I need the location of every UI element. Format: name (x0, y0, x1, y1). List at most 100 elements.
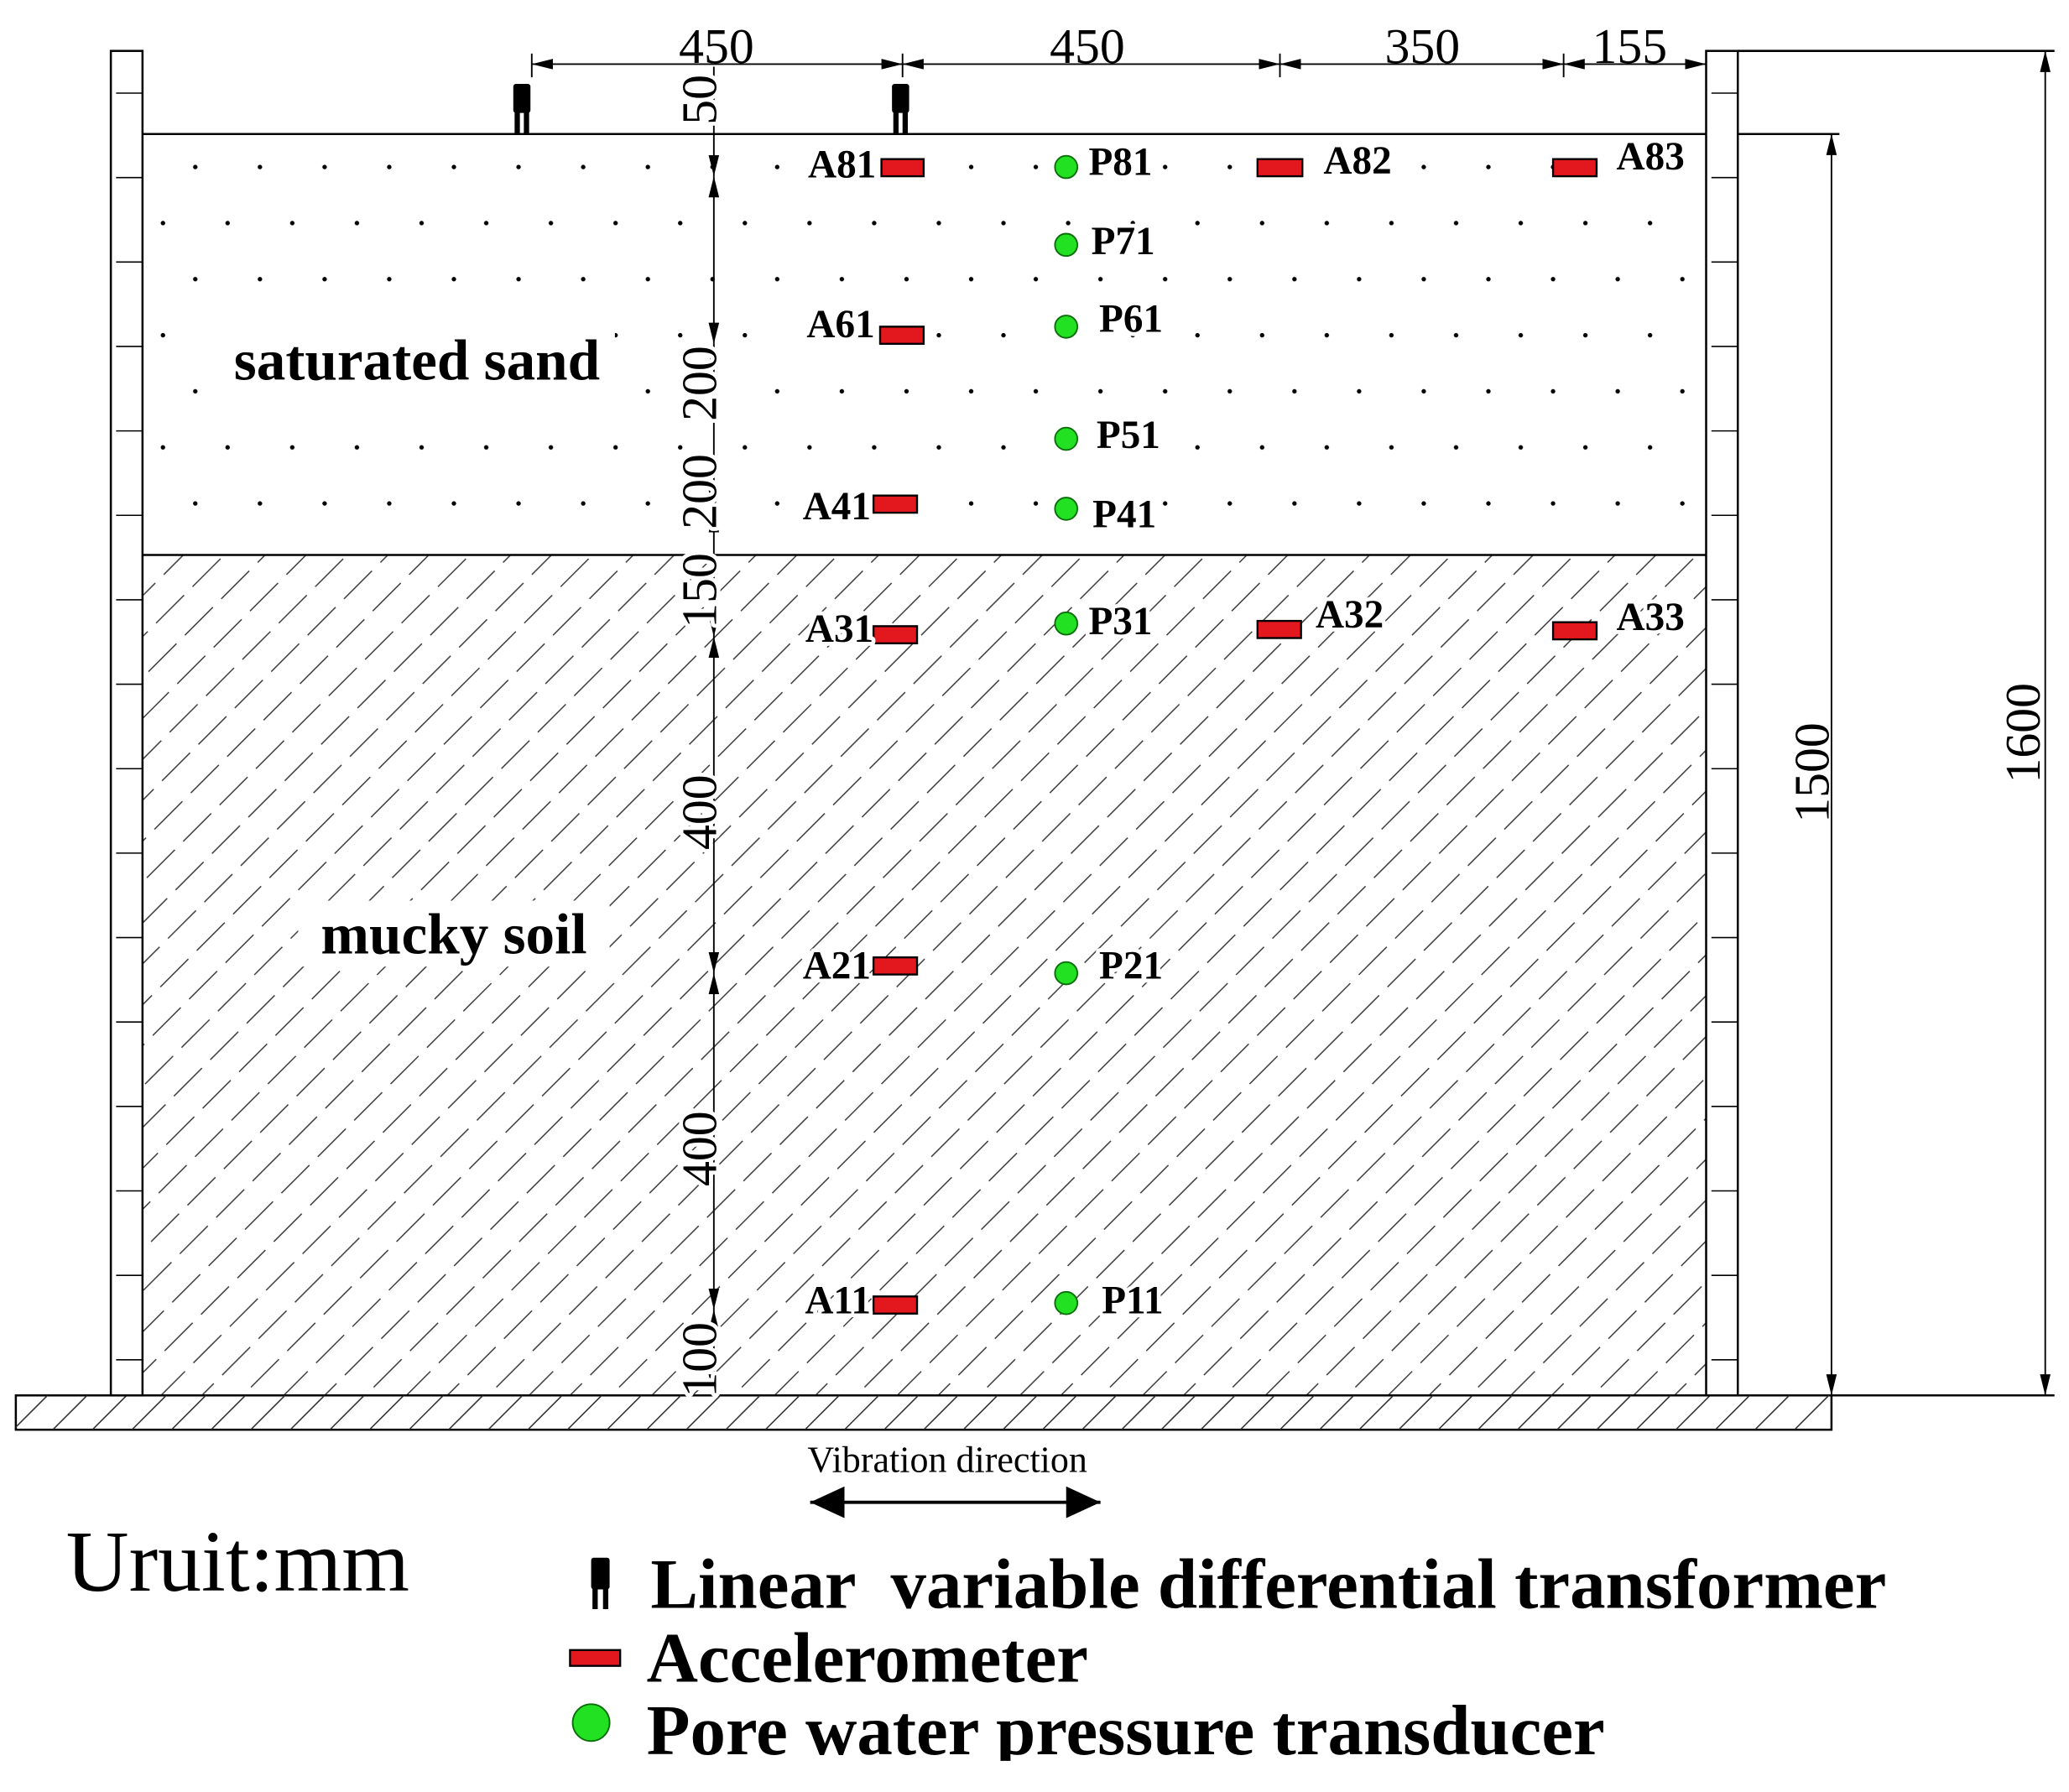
hatch-line (142, 555, 143, 556)
hatch-line (1596, 1395, 1632, 1430)
dim-1600-label: 1600 (1995, 683, 2051, 783)
accelerometer-label: A11 (805, 1279, 871, 1323)
hatch-line (446, 555, 1290, 1396)
hatch-line (528, 555, 1371, 1396)
hatch-line (1428, 1117, 1707, 1396)
lvdt-leg (592, 1587, 598, 1610)
lvdt-leg (514, 112, 520, 134)
hatch-line (1834, 1395, 1868, 1430)
hatch-line (1002, 1395, 1038, 1430)
left-wall (109, 49, 144, 1397)
sand-label-background (221, 327, 615, 394)
dim-label-top: 450 (1050, 18, 1125, 74)
hatch-line (1517, 1395, 1553, 1430)
hatch-line (1239, 1395, 1275, 1430)
hatch-line (405, 555, 1248, 1396)
pore-pressure-icon (1054, 611, 1079, 636)
accelerometers: A81 A82 A83 A61 A41 A31 A32 A33 A21 A11 (799, 132, 1689, 1327)
legend-pore-pressure-label: Pore water pressure transducer (647, 1691, 1605, 1770)
pore-pressure-icon (1054, 1290, 1079, 1315)
legend-accelerometer-label: Accelerometer (647, 1619, 1088, 1698)
hatch-line (91, 1395, 128, 1430)
hatch-line (408, 1395, 444, 1430)
hatch-line (764, 1395, 800, 1430)
wall-ticks (116, 92, 1738, 1361)
accelerometer-icon (872, 1295, 919, 1315)
hatch-line (691, 555, 1535, 1396)
hatch-line (15, 1395, 49, 1429)
accelerometer-label: A32 (1316, 593, 1384, 637)
accelerometer-label: A82 (1323, 139, 1391, 183)
dim-label-depth: 150 (672, 553, 727, 628)
dim-1500-label: 1500 (1784, 722, 1839, 823)
hatch-line (1182, 872, 1707, 1396)
hatch-line (1358, 1395, 1394, 1430)
dim-label-depth: 200 (672, 346, 727, 421)
hatch-line (725, 1395, 761, 1430)
hatch-line (1398, 1395, 1434, 1430)
hatch-line (1200, 1395, 1236, 1430)
accelerometer-label: A33 (1617, 596, 1685, 639)
mucky-label-background (298, 900, 610, 967)
legend-lvdt-label: Linear variable differential transformer (650, 1545, 1886, 1623)
hatch-line (1264, 953, 1707, 1396)
hatch-line (1387, 1076, 1707, 1396)
pore-pressure-label: P21 (1099, 944, 1163, 987)
hatch-line (1794, 1395, 1830, 1430)
lvdt-icon (892, 84, 909, 134)
accelerometer-icon (1551, 621, 1598, 641)
lvdt-leg (893, 112, 899, 134)
hatch-line (1160, 1395, 1196, 1430)
hatch-line (1550, 1240, 1707, 1396)
pore-pressure-icon (1054, 315, 1079, 339)
hatch-line (211, 1395, 247, 1430)
hatch-line (962, 1395, 998, 1430)
dim-label-top: 350 (1385, 18, 1461, 74)
accelerometer-icon (1256, 158, 1304, 178)
hatch-line (142, 555, 267, 679)
hatch-line (569, 555, 1412, 1396)
lvdt-body (513, 84, 531, 113)
hatch-line (774, 555, 1617, 1396)
pore-pressure-icon (1054, 154, 1079, 180)
hatch-line (732, 555, 1576, 1396)
hatch-line (142, 555, 471, 883)
hatch-line (131, 1395, 167, 1430)
legend-accelerometer-icon (569, 1649, 622, 1667)
hatch-line (923, 1395, 959, 1430)
hatch-line (814, 555, 1657, 1396)
accelerometer-icon (872, 956, 919, 976)
hatch-line (1041, 1395, 1077, 1430)
hatch-line (142, 555, 553, 966)
pore-pressure-label: P41 (1092, 492, 1156, 536)
dim-label-depth: 50 (672, 75, 727, 125)
unit-label: Uruit:mm (66, 1514, 409, 1610)
hatch-line (1141, 831, 1707, 1396)
hatch-line (142, 555, 307, 720)
hatch-line (323, 555, 1166, 1396)
hatch-line (283, 555, 1126, 1396)
pore-pressure-label: P11 (1102, 1279, 1163, 1323)
hatch-line (368, 1395, 404, 1430)
accelerometer-icon (1256, 619, 1302, 639)
pore-pressure-label: P61 (1099, 298, 1163, 341)
hatch-line (1556, 1395, 1592, 1430)
hatch-line (0, 1395, 8, 1430)
hatch-line (487, 1395, 524, 1430)
height-dimensions: 1500 1600 (1784, 50, 2051, 1396)
dim-label-top: 155 (1592, 18, 1667, 74)
accelerometer-label: A61 (806, 303, 874, 346)
pore-pressure-icon (1054, 497, 1079, 521)
accelerometer-label: A31 (805, 607, 873, 651)
mucky-layer-label: mucky soil (321, 901, 586, 966)
pore-pressure-label: P71 (1092, 220, 1155, 263)
hatch-line (566, 1395, 602, 1430)
dim-label-depth: 400 (672, 774, 727, 850)
hatch-line (142, 555, 430, 842)
accelerometer-icon (872, 494, 919, 514)
hatch-line (804, 1395, 840, 1430)
hatch-line (1673, 1362, 1707, 1396)
hatch-line (289, 1395, 326, 1430)
hatch-line (329, 1395, 365, 1430)
hatch-line (610, 555, 1453, 1396)
